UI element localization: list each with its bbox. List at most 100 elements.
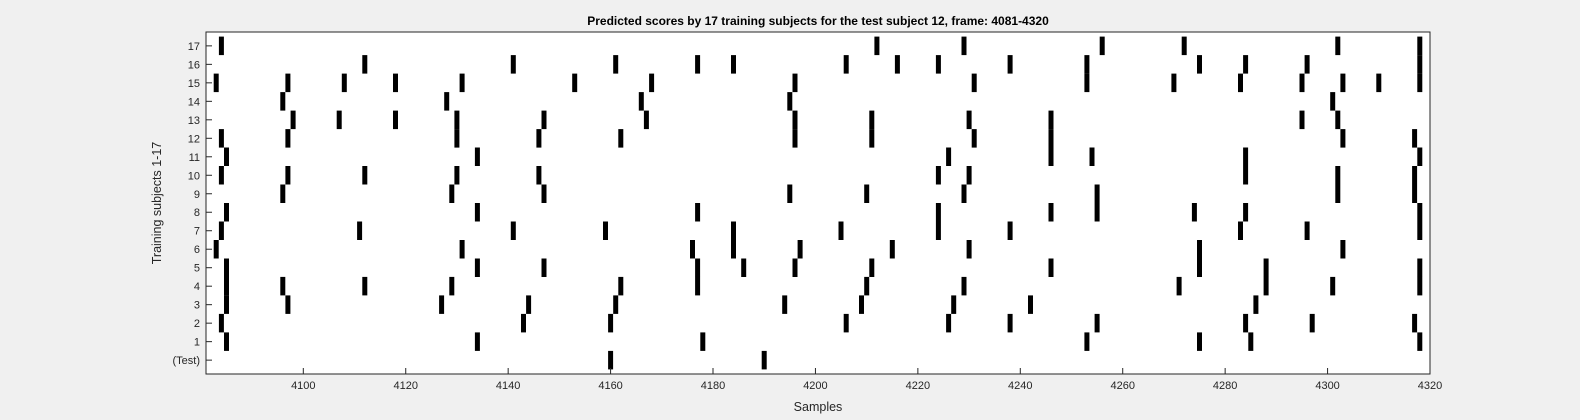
y-tick-label: 8	[194, 207, 200, 219]
event-mark	[280, 92, 286, 111]
event-mark	[618, 129, 624, 148]
event-mark	[1330, 276, 1336, 296]
y-tick-label: 6	[194, 244, 200, 256]
event-mark	[613, 295, 619, 314]
event-mark	[782, 295, 788, 314]
event-mark	[474, 147, 480, 166]
event-mark	[285, 73, 291, 93]
event-mark	[946, 313, 952, 333]
event-mark	[536, 166, 542, 185]
event-mark	[1048, 129, 1054, 148]
event-mark	[362, 166, 368, 185]
event-mark	[1007, 313, 1013, 333]
y-tick-label: 14	[188, 96, 200, 108]
event-mark	[1243, 166, 1249, 185]
event-mark	[1299, 73, 1305, 93]
event-mark	[935, 55, 941, 74]
event-mark	[1417, 73, 1423, 93]
event-mark	[961, 276, 967, 296]
event-mark	[874, 36, 880, 56]
y-tick-label: 12	[188, 133, 200, 145]
x-tick-label: 4120	[393, 380, 417, 392]
event-mark	[966, 166, 972, 185]
event-mark	[608, 313, 614, 333]
event-mark	[474, 258, 480, 277]
event-mark	[1417, 276, 1423, 296]
event-mark	[224, 332, 229, 351]
x-tick-label: 4200	[803, 380, 827, 392]
x-tick-label: 4280	[1213, 380, 1237, 392]
event-mark	[1238, 221, 1243, 240]
event-mark	[1176, 276, 1182, 296]
event-mark	[474, 332, 480, 351]
event-mark	[444, 92, 450, 111]
axes-box	[205, 31, 1431, 375]
y-tick-label: 1	[194, 337, 200, 349]
event-mark	[603, 221, 608, 240]
event-mark	[357, 221, 363, 240]
event-mark	[690, 240, 695, 259]
event-mark	[474, 203, 480, 222]
event-mark	[572, 73, 578, 93]
y-tick-label: 10	[188, 170, 200, 182]
event-mark	[1340, 73, 1346, 93]
event-mark	[1243, 313, 1249, 333]
event-mark	[1094, 203, 1100, 222]
event-mark	[1028, 295, 1033, 314]
event-mark	[1330, 92, 1336, 111]
x-tick-label: 4260	[1110, 380, 1134, 392]
event-mark	[459, 240, 465, 259]
event-mark	[1340, 240, 1346, 259]
event-mark	[935, 166, 941, 185]
event-mark	[1171, 73, 1177, 93]
event-mark	[393, 110, 398, 130]
event-mark	[1417, 55, 1423, 74]
event-mark	[638, 92, 644, 111]
event-mark	[695, 55, 701, 74]
event-mark	[1417, 332, 1423, 351]
y-tick-label: 16	[188, 59, 200, 71]
y-tick-label: 11	[189, 152, 200, 164]
event-mark	[1304, 55, 1310, 74]
event-mark	[961, 36, 967, 56]
event-mark	[1243, 55, 1249, 74]
y-axis-label: Training subjects 1-17	[150, 142, 164, 265]
event-marks	[213, 36, 1423, 370]
event-mark	[449, 276, 455, 296]
event-mark	[1099, 36, 1105, 56]
event-mark	[454, 129, 460, 148]
y-tick-label: 2	[194, 318, 200, 330]
event-mark	[792, 258, 798, 277]
event-mark	[541, 184, 547, 203]
event-mark	[218, 129, 224, 148]
event-mark	[1412, 313, 1418, 333]
event-mark	[1417, 258, 1423, 277]
y-tick-label: (Test)	[173, 355, 201, 367]
event-mark	[843, 313, 849, 333]
event-mark	[449, 184, 455, 203]
event-mark	[1191, 203, 1197, 222]
event-mark	[1089, 147, 1095, 166]
event-mark	[224, 147, 229, 166]
event-mark	[393, 73, 398, 93]
event-mark	[1417, 36, 1423, 56]
event-mark	[1253, 295, 1259, 314]
event-mark	[1007, 55, 1013, 74]
event-mark	[218, 221, 224, 240]
event-mark	[1335, 166, 1341, 185]
event-mark	[1263, 276, 1269, 296]
x-tick-label: 4220	[906, 380, 930, 392]
x-tick-label: 4100	[291, 380, 315, 392]
event-mark	[1048, 203, 1054, 222]
event-mark	[1417, 203, 1423, 222]
event-mark	[731, 55, 736, 74]
event-mark	[643, 110, 649, 130]
event-mark	[1048, 147, 1054, 166]
event-mark	[971, 73, 977, 93]
event-mark	[280, 184, 286, 203]
event-mark	[521, 313, 526, 333]
event-mark	[541, 258, 547, 277]
event-mark	[1248, 332, 1254, 351]
event-mark	[649, 73, 655, 93]
